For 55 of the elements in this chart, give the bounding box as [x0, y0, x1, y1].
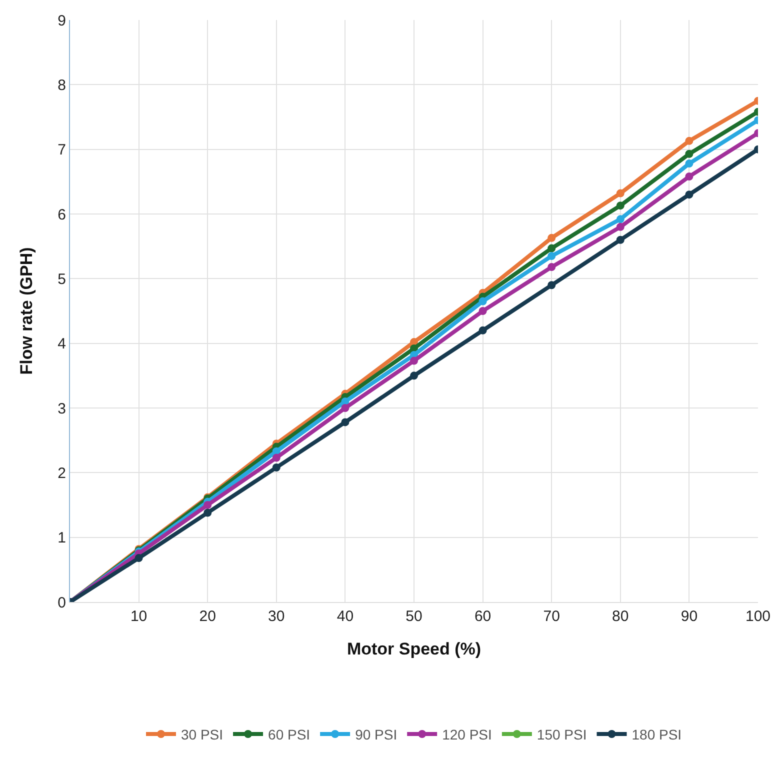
legend-label: 120 PSI	[442, 726, 492, 742]
point	[478, 307, 487, 315]
x-axis-title: Motor Speed (%)	[346, 639, 482, 658]
legend-label: 180 PSI	[632, 726, 682, 742]
point	[616, 202, 624, 210]
point	[204, 508, 212, 517]
point	[410, 356, 418, 365]
x-tick-label: 90	[680, 608, 698, 625]
point	[548, 281, 556, 290]
point	[616, 189, 624, 198]
point	[685, 136, 694, 145]
point	[685, 190, 694, 199]
point	[548, 244, 556, 252]
point	[685, 150, 694, 158]
point	[341, 404, 350, 412]
legend-label: 90 PSI	[355, 726, 398, 742]
point	[616, 222, 624, 231]
point	[685, 160, 694, 168]
point	[341, 418, 350, 426]
point	[478, 326, 487, 334]
x-tick-label: 40	[336, 608, 354, 625]
point	[478, 297, 487, 306]
y-tick-label: 1	[58, 530, 66, 547]
x-tick-label: 70	[543, 608, 560, 625]
x-tick-label: 100	[745, 608, 771, 625]
y-tick-label: 0	[58, 594, 66, 612]
point	[616, 236, 624, 244]
y-tick-label: 3	[58, 400, 66, 418]
legend-label: 60 PSI	[268, 726, 310, 742]
y-tick-label: 8	[58, 76, 66, 94]
point	[548, 234, 556, 242]
y-tick-label: 4	[58, 336, 66, 353]
x-tick-label: 30	[268, 608, 285, 625]
y-axis-title: Flow rate (GPH)	[17, 247, 36, 375]
x-tick-label: 50	[406, 608, 422, 625]
point	[548, 252, 556, 260]
point	[410, 372, 418, 380]
x-tick-label: 10	[130, 608, 148, 625]
x-tick-label: 20	[199, 608, 216, 625]
point	[548, 263, 556, 272]
x-tick-label: 80	[612, 608, 629, 625]
y-tick-label: 6	[58, 206, 66, 224]
point	[685, 172, 694, 180]
point	[616, 215, 624, 224]
point	[204, 501, 212, 509]
y-tick-label: 5	[58, 270, 66, 288]
y-tick-label: 2	[58, 464, 66, 482]
point	[272, 463, 280, 472]
point	[272, 454, 280, 462]
legend-label: 150 PSI	[536, 726, 587, 742]
y-tick-label: 7	[58, 142, 66, 159]
y-tick-label: 9	[58, 12, 66, 30]
point	[134, 554, 143, 562]
x-tick-label: 60	[474, 608, 492, 625]
legend-label: 30 PSI	[181, 726, 224, 742]
